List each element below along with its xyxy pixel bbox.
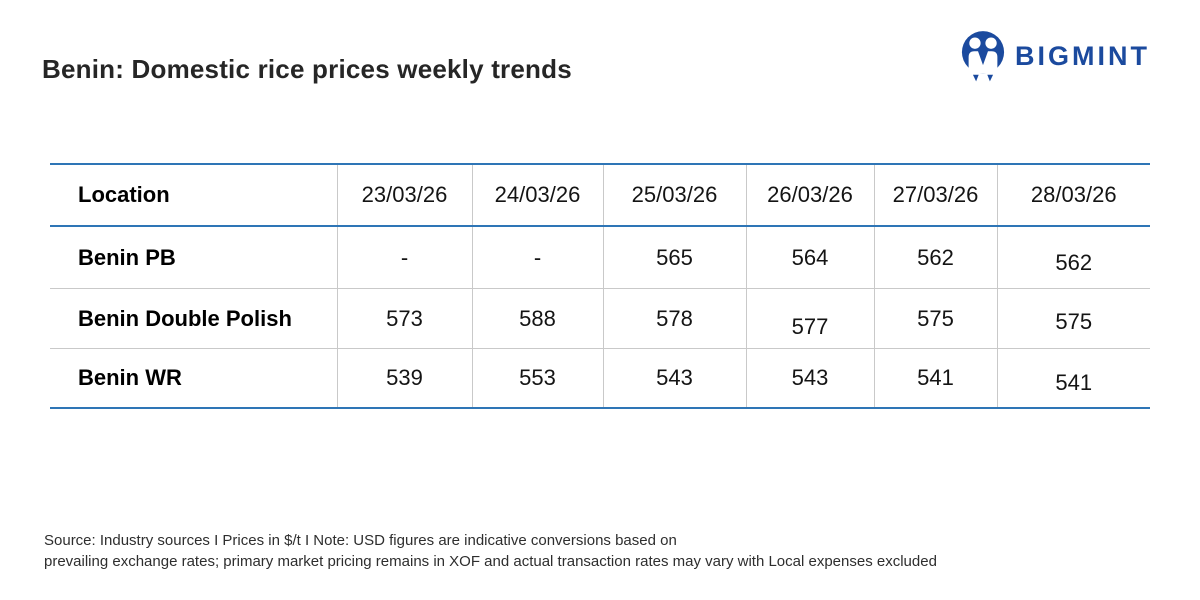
column-header-date: 27/03/26 — [873, 163, 997, 227]
row-label: Benin PB — [50, 226, 337, 289]
column-header-date: 23/03/26 — [336, 163, 472, 227]
bigmint-people-m-icon — [960, 29, 1006, 83]
price-cell: 541 — [873, 348, 997, 409]
column-header-location: Location — [50, 163, 337, 227]
source-note-line-1: Source: Industry sources I Prices in $/t… — [44, 532, 677, 549]
column-header-date: 28/03/26 — [996, 163, 1150, 227]
row-label: Benin WR — [50, 348, 337, 409]
table-row: Benin Double Polish 573 588 578 577 575 … — [50, 288, 1150, 357]
price-cell: 541 — [996, 353, 1150, 414]
table-row: Benin WR 539 553 543 543 541 541 — [50, 348, 1150, 414]
price-cell: 578 — [602, 288, 746, 349]
column-header-date: 26/03/26 — [745, 163, 874, 227]
price-cell: 575 — [996, 291, 1150, 352]
price-cell: 553 — [471, 348, 603, 409]
price-cell: 539 — [336, 348, 472, 409]
column-header-date: 24/03/26 — [471, 163, 603, 227]
price-table: Location 23/03/26 24/03/26 25/03/26 26/0… — [50, 163, 1150, 414]
price-cell: 573 — [336, 288, 472, 349]
table-row: Benin PB - - 565 564 562 562 — [50, 226, 1150, 294]
price-cell: 577 — [745, 296, 874, 357]
bigmint-logo: BIGMINT — [960, 29, 1150, 83]
source-note-line-2: prevailing exchange rates; primary marke… — [44, 553, 937, 570]
price-cell: 562 — [996, 231, 1150, 294]
column-header-date: 25/03/26 — [602, 163, 746, 227]
price-cell: 564 — [745, 226, 874, 289]
logo-wordmark: BIGMINT — [1015, 40, 1150, 71]
row-label: Benin Double Polish — [50, 288, 337, 349]
price-cell: 543 — [602, 348, 746, 409]
page-title: Benin: Domestic rice prices weekly trend… — [42, 54, 572, 84]
price-cell: 588 — [471, 288, 603, 349]
source-note: Source: Industry sources I Prices in $/t… — [44, 530, 937, 572]
price-cell: 575 — [873, 288, 997, 349]
price-table-container: Location 23/03/26 24/03/26 25/03/26 26/0… — [50, 163, 1150, 414]
price-cell: 562 — [873, 226, 997, 289]
table-header-row: Location 23/03/26 24/03/26 25/03/26 26/0… — [50, 163, 1150, 227]
price-cell: - — [336, 226, 472, 289]
price-cell: 565 — [602, 226, 746, 289]
price-cell: - — [471, 226, 603, 289]
price-cell: 543 — [745, 348, 874, 409]
